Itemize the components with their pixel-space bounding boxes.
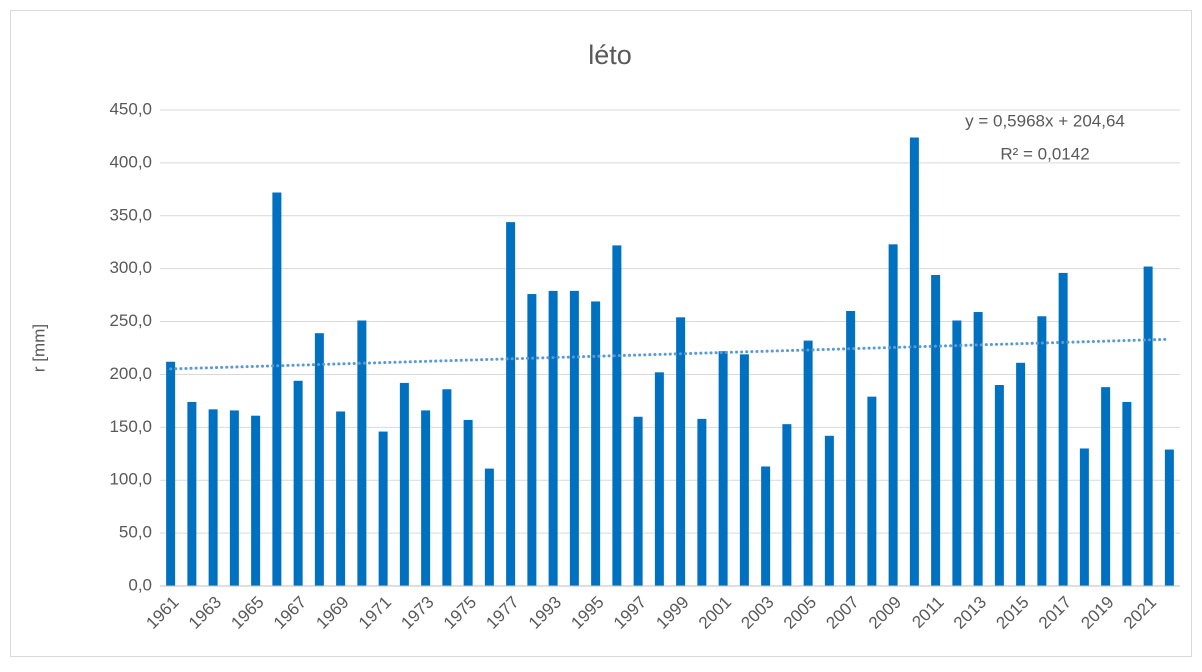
bar (463, 419, 473, 586)
bar (208, 409, 218, 586)
bar (761, 466, 771, 586)
y-tick-label: 50,0 (119, 523, 152, 542)
bar (888, 244, 898, 587)
bar (548, 290, 558, 586)
bar (1037, 316, 1047, 586)
bar (1079, 448, 1089, 586)
bar (782, 424, 792, 586)
bar (166, 361, 176, 586)
y-tick-label: 200,0 (109, 364, 152, 383)
bar (633, 416, 643, 586)
bar (251, 415, 261, 586)
bar (484, 468, 494, 586)
y-tick-label: 150,0 (109, 417, 152, 436)
y-tick-label: 400,0 (109, 152, 152, 171)
bar (569, 290, 579, 586)
bar (1164, 449, 1174, 586)
bar (846, 310, 856, 586)
annotation: y = 0,5968x + 204,64 (965, 111, 1125, 130)
y-tick-label: 250,0 (109, 311, 152, 330)
bar (293, 380, 303, 586)
bar (1016, 362, 1026, 586)
bar (229, 410, 239, 586)
bar (591, 301, 601, 586)
bar (421, 410, 431, 586)
bar (506, 222, 516, 586)
bar (336, 411, 346, 586)
bar (654, 372, 664, 586)
bar (676, 317, 686, 586)
y-tick-label: 450,0 (109, 99, 152, 118)
bar (1122, 401, 1132, 586)
bar (187, 401, 197, 586)
bar (1143, 266, 1153, 586)
y-tick-label: 300,0 (109, 258, 152, 277)
y-tick-label: 350,0 (109, 205, 152, 224)
bar (718, 351, 728, 586)
bar (867, 396, 877, 586)
bar (697, 418, 707, 586)
bar (994, 385, 1004, 586)
bar (824, 435, 834, 586)
annotation: R² = 0,0142 (1000, 144, 1089, 163)
bar (1058, 272, 1068, 586)
bar (357, 320, 367, 586)
chart-title: léto (588, 40, 632, 70)
trendline (169, 337, 1171, 371)
bar (803, 340, 813, 586)
bar (527, 294, 537, 586)
bar (909, 137, 919, 586)
bar (612, 245, 622, 586)
bar (952, 320, 962, 586)
bar (399, 382, 409, 586)
bar (973, 312, 983, 586)
bar (931, 275, 941, 586)
bar (739, 354, 749, 586)
y-axis-label: r [mm] (29, 324, 48, 372)
y-tick-label: 100,0 (109, 470, 152, 489)
bar (1101, 387, 1111, 586)
y-tick-label: 0,0 (128, 575, 152, 594)
bar (272, 192, 282, 587)
bar (314, 333, 324, 586)
chart-frame (10, 10, 1192, 657)
bar (378, 431, 388, 586)
bar (442, 389, 452, 586)
